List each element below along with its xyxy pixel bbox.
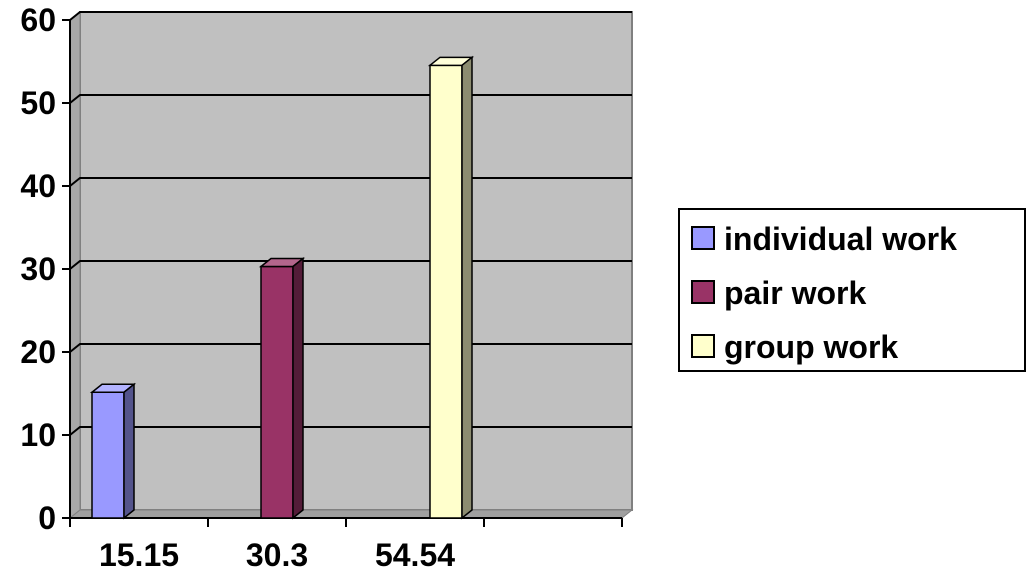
bar-side: [461, 55, 473, 520]
y-tick-label: 50: [20, 85, 56, 121]
y-axis: 0 10 20 30 40 50 60: [20, 2, 71, 536]
x-tick-label: 30.3: [246, 537, 308, 573]
bar-front: [260, 265, 294, 519]
y-tick-label: 0: [38, 500, 56, 536]
legend-swatch: [691, 226, 715, 250]
plot-area: [68, 10, 634, 520]
bar-side: [292, 256, 304, 520]
legend-item: individual work: [691, 221, 957, 257]
legend-box: [678, 208, 1026, 372]
y-tick-label: 30: [20, 251, 56, 287]
legend-label: individual work: [724, 221, 957, 257]
bar: [258, 256, 306, 520]
legend: individual work pair work group work: [678, 208, 1026, 372]
x-tick-label: 54.54: [375, 537, 455, 573]
bar-front: [91, 391, 125, 519]
bar: [89, 382, 137, 520]
floor: [68, 509, 634, 519]
bar: [427, 55, 475, 520]
legend-label: group work: [724, 329, 898, 365]
bar-front: [429, 64, 463, 519]
bar-side: [123, 382, 135, 520]
x-tick-label: 15.15: [99, 537, 179, 573]
legend-item: group work: [691, 329, 898, 365]
y-tick-label: 60: [20, 2, 56, 38]
gridline: [69, 11, 632, 21]
legend-label: pair work: [724, 275, 866, 311]
y-tick-label: 40: [20, 168, 56, 204]
bars: [89, 55, 475, 520]
x-axis: 15.15 30.3 54.54: [69, 517, 623, 573]
legend-swatch: [691, 334, 715, 358]
legend-swatch: [691, 280, 715, 304]
y-tick-label: 20: [20, 334, 56, 370]
legend-item: pair work: [691, 275, 866, 311]
y-tick-label: 10: [20, 417, 56, 453]
